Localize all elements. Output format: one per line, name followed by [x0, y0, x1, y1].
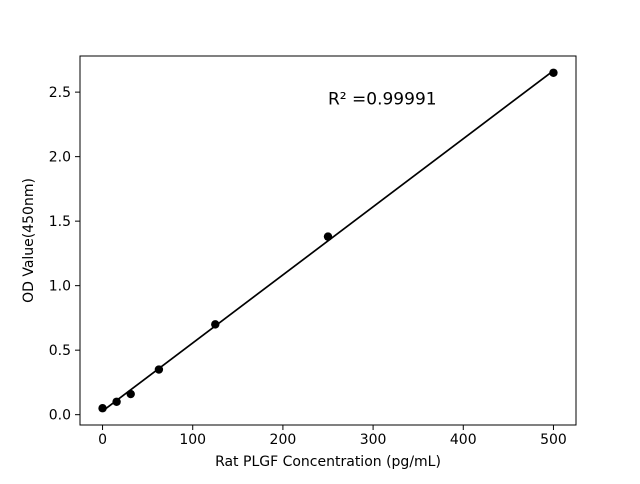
data-point	[112, 397, 121, 406]
x-axis-label: Rat PLGF Concentration (pg/mL)	[215, 454, 441, 470]
plot-frame	[79, 55, 577, 426]
x-tick-label: 100	[179, 432, 206, 448]
x-tick-label: 0	[98, 432, 107, 448]
fit-line	[102, 70, 554, 412]
y-tick-label: 1.0	[49, 279, 71, 295]
y-axis-label: OD Value(450nm)	[21, 178, 37, 303]
x-tick-label: 400	[450, 432, 477, 448]
x-tick-label: 300	[360, 432, 387, 448]
data-point	[98, 404, 107, 413]
data-point	[323, 232, 333, 241]
y-axis-ticks: 0.0 0.5 1.0 1.5 2.0 2.5	[49, 85, 80, 424]
x-axis-ticks: 0 100 200 300 400 500	[98, 425, 567, 448]
data-point	[549, 68, 558, 77]
x-tick-label: 200	[270, 432, 297, 448]
y-tick-label: 2.5	[49, 85, 71, 101]
data-point	[126, 389, 135, 399]
data-series	[98, 68, 558, 413]
data-point	[154, 365, 164, 374]
y-tick-label: 0.5	[49, 343, 71, 359]
y-tick-label: 1.5	[49, 214, 71, 230]
r-squared-annotation: R² =0.99991	[328, 90, 437, 110]
y-tick-label: 0.0	[49, 408, 71, 424]
data-point	[211, 320, 220, 329]
y-tick-label: 2.0	[49, 150, 71, 166]
x-tick-label: 500	[540, 432, 567, 448]
